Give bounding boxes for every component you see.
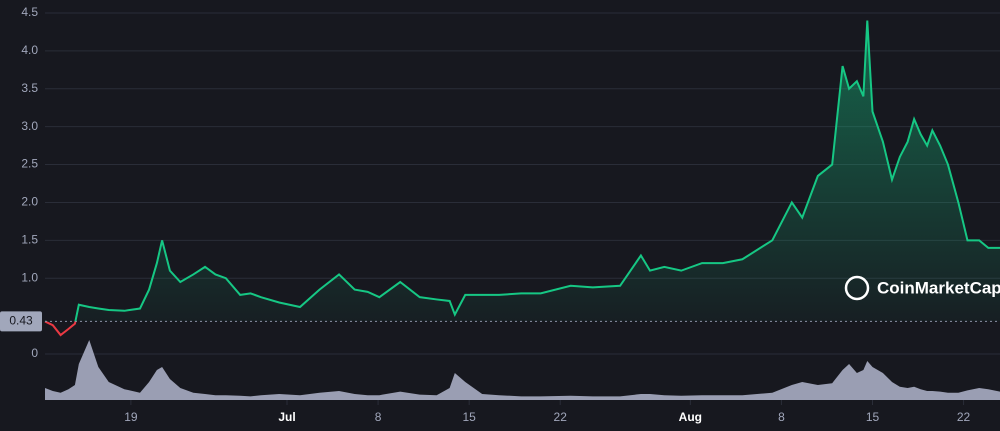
- y-tick-label: 1.5: [21, 233, 38, 247]
- x-tick-label: 8: [375, 410, 382, 424]
- watermark-text: CoinMarketCap: [877, 278, 1000, 297]
- y-tick-label: 0: [31, 346, 38, 360]
- baseline-label-box: [0, 311, 42, 332]
- x-tick-label: 19: [124, 410, 138, 424]
- y-tick-label: 4.0: [21, 43, 38, 57]
- y-tick-label: 4.5: [21, 5, 38, 19]
- x-tick-label: 8: [778, 410, 785, 424]
- price-line-up: [45, 20, 1000, 322]
- baseline-label: 0.43: [9, 314, 33, 328]
- y-tick-label: 2.0: [21, 195, 38, 209]
- watermark-logo: [844, 275, 870, 301]
- price-area: [75, 20, 1000, 322]
- x-tick-label: Aug: [679, 410, 702, 424]
- y-tick-label: 3.5: [21, 81, 38, 95]
- x-tick-label: 15: [462, 410, 476, 424]
- volume-area: [45, 340, 1000, 400]
- x-tick-label: 22: [957, 410, 971, 424]
- x-tick-label: 15: [866, 410, 880, 424]
- y-tick-label: 1.0: [21, 270, 38, 284]
- y-tick-label: 3.0: [21, 119, 38, 133]
- y-tick-label: 2.5: [21, 157, 38, 171]
- x-tick-label: 22: [554, 410, 568, 424]
- x-tick-label: Jul: [278, 410, 295, 424]
- watermark: CoinMarketCap: [844, 275, 1000, 301]
